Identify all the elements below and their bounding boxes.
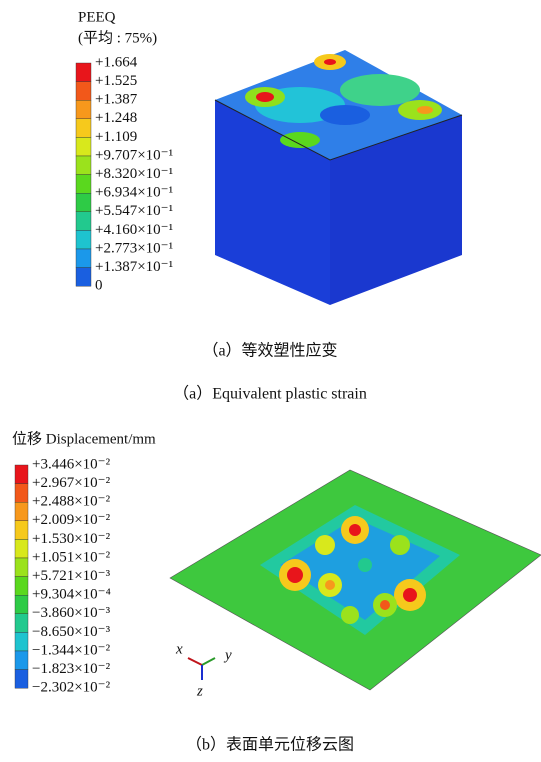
legend-swatch <box>75 192 92 212</box>
legend-swatch <box>75 230 92 250</box>
legend-label: +1.664 <box>95 54 138 70</box>
legend-label: +2.488×10⁻² <box>32 494 111 510</box>
legend-swatch <box>14 650 29 670</box>
legend-label: +1.525 <box>95 73 137 89</box>
axis-x-label: x <box>175 641 183 657</box>
legend-subtitle: (平均 : 75%) <box>78 29 157 46</box>
cube-plot <box>214 50 463 305</box>
legend-swatch <box>75 211 92 231</box>
legend-label: 0 <box>95 278 103 294</box>
legend-swatch <box>75 248 92 268</box>
legend-swatch <box>14 483 29 503</box>
legend-swatch <box>14 669 29 689</box>
legend-label: +1.387×10⁻¹ <box>95 259 173 275</box>
legend-label: +1.530×10⁻² <box>32 531 111 547</box>
legend-swatch <box>14 557 29 577</box>
legend-swatch <box>75 174 92 194</box>
legend-label: −3.860×10⁻³ <box>32 605 111 621</box>
legend-swatch <box>14 632 29 652</box>
legend-swatch <box>75 62 92 82</box>
legend-swatch <box>75 137 92 157</box>
legend-label: +1.387 <box>95 92 138 108</box>
legend-label: +5.721×10⁻³ <box>32 568 111 584</box>
legend-swatch <box>14 520 29 540</box>
legend-label: +2.773×10⁻¹ <box>95 240 173 256</box>
plate-plot <box>169 469 541 691</box>
legend-title: 位移 Displacement/mm <box>12 430 156 447</box>
legend-swatch <box>75 81 92 101</box>
legend-label: +1.248 <box>95 110 137 126</box>
legend-label: +1.051×10⁻² <box>32 549 111 565</box>
legend-swatch <box>75 99 92 119</box>
legend-label: +9.707×10⁻¹ <box>95 147 173 163</box>
axis-triad: x y z <box>175 641 232 699</box>
legend-swatch <box>75 155 92 175</box>
axis-y-label: y <box>223 647 232 663</box>
caption: （b）表面单元位移云图 <box>186 736 354 754</box>
legend-label: −8.650×10⁻³ <box>32 624 111 640</box>
legend-swatch <box>14 576 29 596</box>
legend-swatch <box>14 539 29 559</box>
legend-label: +3.446×10⁻² <box>32 456 111 472</box>
axis-z-label: z <box>196 683 203 699</box>
legend-label: +2.009×10⁻² <box>32 512 111 528</box>
legend-label: +5.547×10⁻¹ <box>95 203 173 219</box>
legend-label: +2.967×10⁻² <box>32 475 111 491</box>
legend-label: +4.160×10⁻¹ <box>95 222 173 238</box>
legend-label: +8.320×10⁻¹ <box>95 166 173 182</box>
caption: （a）等效塑性应变 <box>202 341 337 360</box>
legend-title: PEEQ <box>78 9 116 25</box>
caption: （a）Equivalent plastic strain <box>173 385 367 403</box>
legend-swatch <box>14 595 29 615</box>
legend-label: −2.302×10⁻² <box>32 680 111 696</box>
legend-label: +6.934×10⁻¹ <box>95 185 173 201</box>
legend-swatch <box>75 118 92 138</box>
legend-swatch <box>75 267 92 287</box>
legend-swatch <box>14 502 29 522</box>
legend-label: +9.304×10⁻⁴ <box>32 587 111 603</box>
legend-swatch <box>14 613 29 633</box>
legend-label: +1.109 <box>95 129 137 145</box>
legend-label: −1.823×10⁻² <box>32 661 111 677</box>
legend-swatch <box>14 464 29 484</box>
legend-label: −1.344×10⁻² <box>32 642 111 658</box>
